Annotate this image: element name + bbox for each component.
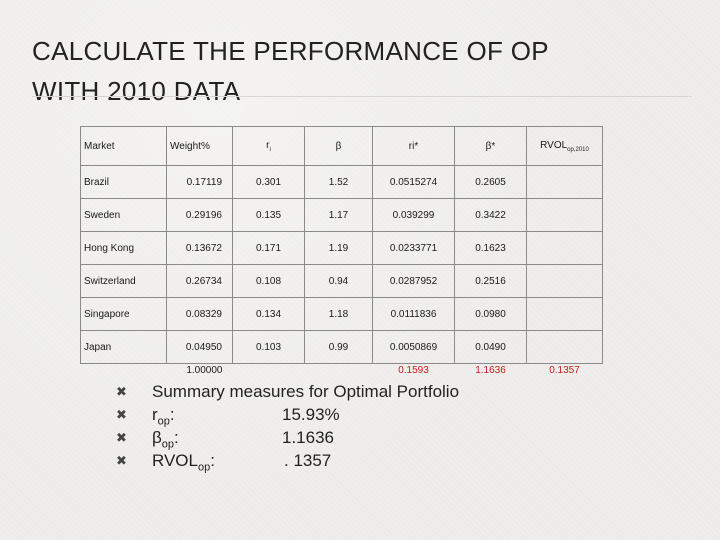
table-row: Singapore 0.08329 0.134 1.18 0.0111836 0…	[80, 297, 603, 331]
cell-rvol	[526, 165, 603, 199]
header-beta: β	[304, 126, 373, 166]
summary-value: 1.1636	[282, 428, 334, 447]
cell-weight: 0.08329	[166, 297, 233, 331]
cell-return: 0.171	[232, 231, 305, 265]
cell-rvol	[526, 198, 603, 232]
cell-weighted-beta: 0.0980	[454, 297, 527, 331]
cell-weighted-return: 0.0515274	[372, 165, 455, 199]
cell-weight: 0.29196	[166, 198, 233, 232]
table-header-row: Market Weight% ri β ri* β* RVOLop,2010	[80, 126, 603, 166]
title-line-2: WITH 2010 DATA	[32, 76, 241, 107]
cell-weighted-return: 0.0111836	[372, 297, 455, 331]
title-divider	[32, 96, 692, 97]
cell-beta: 0.99	[304, 330, 373, 364]
table-totals-row: 1.00000 0.1593 1.1636 0.1357	[81, 364, 603, 388]
cell-rvol	[526, 264, 603, 298]
header-weight: Weight%	[166, 126, 233, 166]
cell-return: 0.301	[232, 165, 305, 199]
cell-beta: 1.19	[304, 231, 373, 265]
cell-rvol	[526, 330, 603, 364]
summary-label: rop:	[152, 405, 175, 428]
header-return: ri	[232, 126, 305, 166]
cell-market: Brazil	[80, 165, 167, 199]
cell-weight: 0.17119	[166, 165, 233, 199]
cell-return: 0.134	[232, 297, 305, 331]
cell-market: Hong Kong	[80, 231, 167, 265]
cell-weighted-return: 0.0233771	[372, 231, 455, 265]
cell-weight: 0.04950	[166, 330, 233, 364]
cell-weight: 0.13672	[166, 231, 233, 265]
cell-beta: 1.18	[304, 297, 373, 331]
cell-total-weight: 1.00000	[186, 365, 223, 376]
x-bullet-icon: ✖	[116, 407, 127, 422]
summary-label: βop:	[152, 428, 179, 451]
cell-market: Singapore	[80, 297, 167, 331]
summary-value: . 1357	[284, 451, 332, 470]
cell-beta: 1.52	[304, 165, 373, 199]
cell-weighted-beta: 0.3422	[454, 198, 527, 232]
cell-weight: 0.26734	[166, 264, 233, 298]
header-weighted-return: ri*	[372, 126, 455, 166]
summary-value: 15.93%	[282, 405, 340, 424]
cell-beta: 0.94	[304, 264, 373, 298]
x-bullet-icon: ✖	[116, 430, 127, 445]
cell-rvol	[526, 297, 603, 331]
cell-weighted-beta: 0.1623	[454, 231, 527, 265]
header-weighted-beta: β*	[454, 126, 527, 166]
table-row: Sweden 0.29196 0.135 1.17 0.039299 0.342…	[80, 198, 603, 232]
performance-table: Market Weight% ri β ri* β* RVOLop,2010 B…	[80, 126, 603, 387]
cell-weighted-return: 0.0287952	[372, 264, 455, 298]
cell-weighted-beta: 0.0490	[454, 330, 527, 364]
title-line-1: CALCULATE THE PERFORMANCE OF OP	[32, 36, 549, 67]
cell-weighted-beta: 0.2605	[454, 165, 527, 199]
cell-weighted-beta: 0.2516	[454, 264, 527, 298]
cell-market: Sweden	[80, 198, 167, 232]
cell-market: Switzerland	[80, 264, 167, 298]
cell-rvol	[526, 231, 603, 265]
header-market: Market	[80, 126, 167, 166]
cell-weighted-return: 0.039299	[372, 198, 455, 232]
header-rvol: RVOLop,2010	[526, 126, 603, 166]
slide-title: CALCULATE THE PERFORMANCE OF OP WITH 201…	[32, 31, 692, 111]
cell-beta: 1.17	[304, 198, 373, 232]
table-row: Brazil 0.17119 0.301 1.52 0.0515274 0.26…	[80, 165, 603, 199]
summary-heading: Summary measures for Optimal Portfolio	[152, 382, 460, 401]
cell-weighted-return: 0.0050869	[372, 330, 455, 364]
cell-market: Japan	[80, 330, 167, 364]
cell-total-weighted-beta: 1.1636	[475, 365, 506, 376]
cell-return: 0.135	[232, 198, 305, 232]
table-row: Japan 0.04950 0.103 0.99 0.0050869 0.049…	[80, 330, 603, 364]
table-row: Hong Kong 0.13672 0.171 1.19 0.0233771 0…	[80, 231, 603, 265]
x-bullet-icon: ✖	[116, 453, 127, 468]
cell-return: 0.108	[232, 264, 305, 298]
cell-total-rvol: 0.1357	[549, 365, 580, 376]
table-row: Switzerland 0.26734 0.108 0.94 0.0287952…	[80, 264, 603, 298]
x-bullet-icon: ✖	[116, 384, 127, 399]
cell-total-weighted-return: 0.1593	[398, 365, 429, 376]
summary-label: RVOLop:	[152, 451, 215, 474]
cell-return: 0.103	[232, 330, 305, 364]
